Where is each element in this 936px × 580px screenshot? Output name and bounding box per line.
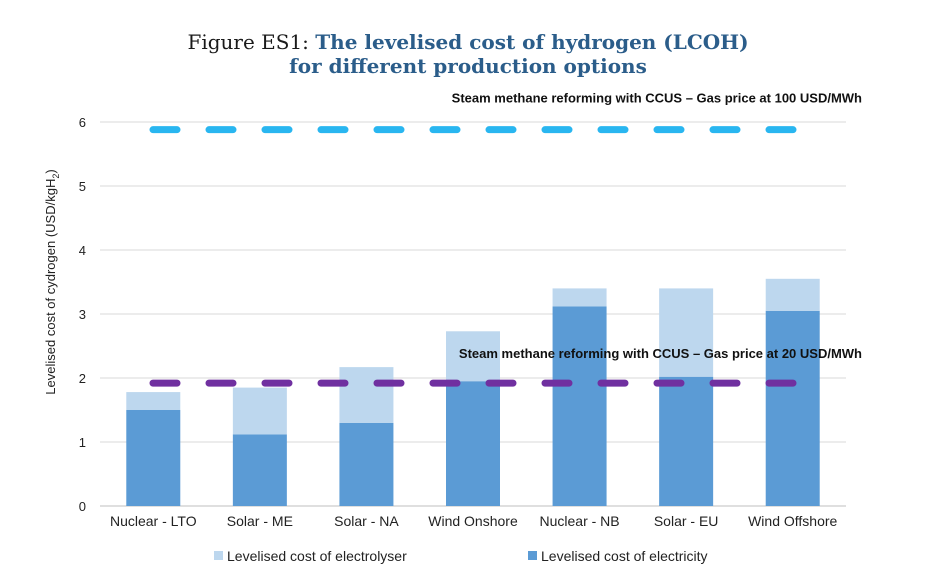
bar-electricity-6 [765, 310, 820, 506]
bar-electrolyser-6 [765, 278, 820, 311]
y-tick-label-6: 6 [79, 115, 86, 130]
x-tick-label-1: Solar - ME [227, 513, 293, 529]
bar-electrolyser-1 [232, 387, 287, 435]
legend: Levelised cost of electrolyser Levelised … [214, 548, 708, 564]
bar-electrolyser-4 [552, 288, 607, 307]
legend-label-1: Levelised cost of electricity [541, 548, 708, 564]
y-axis-label-text: Levelised cost of cydrogen (USD/kgH [43, 179, 58, 395]
reference-line-label-0: Steam methane reforming with CCUS – Gas … [452, 91, 862, 106]
figure-title-line2: for different production options [289, 54, 647, 78]
bar-electrolyser-3 [446, 331, 500, 382]
figure-title: Figure ES1: The levelised cost of hydrog… [0, 30, 936, 78]
x-tick-label-3: Wind Onshore [428, 513, 518, 529]
bar-electricity-2 [339, 422, 394, 506]
legend-swatch-1 [528, 551, 537, 560]
legend-label-0: Levelised cost of electrolyser [227, 548, 407, 564]
y-axis-label-subscript: 2 [51, 174, 61, 179]
x-tick-label-2: Solar - NA [334, 513, 399, 529]
figure-title-main: The levelised cost of hydrogen (LCOH) [315, 30, 749, 54]
y-tick-label-3: 3 [79, 307, 86, 322]
reference-lines: Steam methane reforming with CCUS – Gas … [149, 91, 862, 387]
bar-electrolyser-5 [659, 288, 714, 377]
x-tick-label-0: Nuclear - LTO [110, 513, 197, 529]
y-tick-label-4: 4 [79, 243, 86, 258]
x-axis-categories: Nuclear - LTO Solar - ME Solar - NA Wind On… [110, 513, 838, 529]
x-tick-label-6: Wind Offshore [748, 513, 837, 529]
y-tick-label-5: 5 [79, 179, 86, 194]
y-tick-label-2: 2 [79, 371, 86, 386]
y-axis-label-end: ) [43, 169, 58, 173]
y-axis-label: Levelised cost of cydrogen (USD/kgH2) [43, 169, 61, 394]
x-tick-label-4: Nuclear - NB [540, 513, 620, 529]
bar-electricity-0 [126, 410, 181, 506]
grid-lines [100, 121, 846, 507]
legend-swatch-0 [214, 551, 223, 560]
x-tick-label-5: Solar - EU [654, 513, 719, 529]
bar-electricity-3 [446, 381, 500, 506]
bar-electrolyser-0 [126, 392, 181, 410]
bar-electricity-1 [232, 434, 287, 506]
reference-line-label-1: Steam methane reforming with CCUS – Gas … [459, 346, 862, 361]
y-tick-label-1: 1 [79, 435, 86, 450]
bar-electricity-4 [552, 306, 607, 506]
y-axis-ticks: 0 1 2 3 4 5 6 [79, 115, 86, 514]
y-tick-label-0: 0 [79, 499, 86, 514]
bar-electrolyser-2 [339, 367, 394, 423]
bars [126, 278, 820, 506]
figure-label: Figure ES1: [187, 30, 309, 54]
figure-title-line1: Figure ES1: The levelised cost of hydrog… [0, 30, 936, 54]
bar-electricity-5 [659, 376, 714, 506]
